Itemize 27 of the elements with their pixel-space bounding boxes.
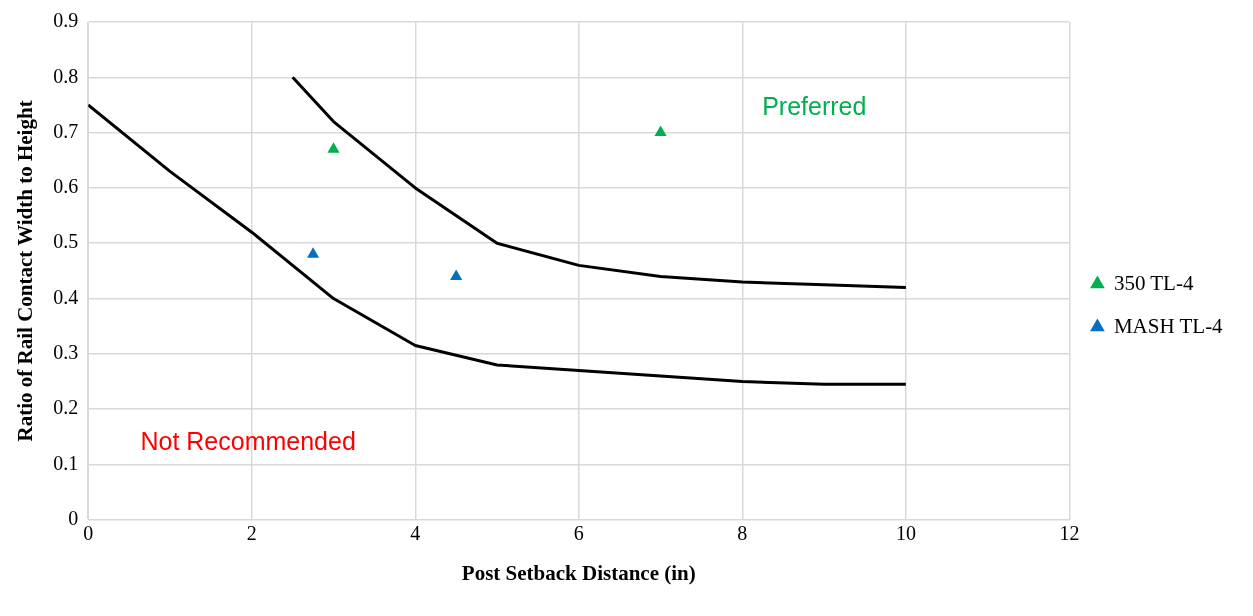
x-tick-label: 4 xyxy=(410,522,421,545)
y-tick-label: 0.7 xyxy=(53,119,79,142)
point xyxy=(307,247,320,258)
y-tick-label: 0.5 xyxy=(53,230,79,253)
x-tick-label: 8 xyxy=(737,522,748,545)
point xyxy=(327,142,340,153)
legend-label: MASH TL-4 xyxy=(1113,313,1224,338)
x-tick-label: 12 xyxy=(1059,522,1080,545)
y-tick-label: 0.9 xyxy=(53,9,79,32)
y-tick-label: 0 xyxy=(68,507,79,530)
y-tick-label: 0.3 xyxy=(53,341,79,364)
x-tick-label: 10 xyxy=(895,522,916,545)
x-tick-label: 0 xyxy=(83,522,94,545)
y-axis-title: Ratio of Rail Contact Width to Height xyxy=(13,100,38,442)
x-axis-title: Post Setback Distance (in) xyxy=(461,560,696,585)
y-tick-label: 0.2 xyxy=(53,396,79,419)
x-tick-label: 6 xyxy=(573,522,584,545)
y-tick-label: 0.4 xyxy=(53,285,79,308)
point xyxy=(654,125,667,137)
y-tick-label: 0.1 xyxy=(53,451,79,474)
annotation: Not Recommended xyxy=(140,426,356,455)
y-tick-label: 0.8 xyxy=(53,64,79,87)
annotation: Preferred xyxy=(762,91,867,120)
legend-label: 350 TL-4 xyxy=(1113,270,1194,295)
point xyxy=(450,269,463,280)
y-tick-label: 0.6 xyxy=(53,175,79,198)
x-tick-label: 2 xyxy=(246,522,257,545)
